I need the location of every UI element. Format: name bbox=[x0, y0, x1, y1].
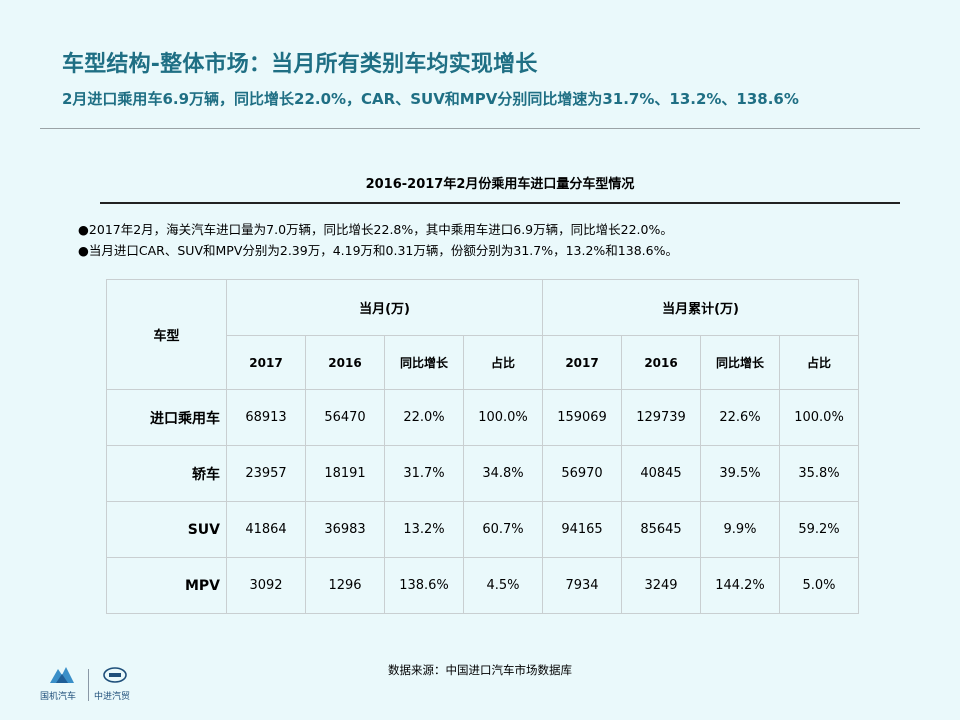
page-subtitle: 2月进口乘用车6.9万辆，同比增长22.0%，CAR、SUV和MPV分别同比增速… bbox=[62, 90, 799, 108]
data-source-note: 数据来源：中国进口汽车市场数据库 bbox=[388, 663, 572, 677]
summary-bullets: ●2017年2月，海关汽车进口量为7.0万辆，同比增长22.8%，其中乘用车进口… bbox=[78, 219, 678, 261]
logo-right-name: 中进汽贸 bbox=[94, 692, 131, 702]
row-label: 进口乘用车 bbox=[106, 389, 227, 446]
col-header: 同比增长 bbox=[700, 335, 781, 390]
table-cell: 13.2% bbox=[384, 501, 464, 558]
table-cell: 100.0% bbox=[779, 389, 860, 446]
col-header: 2016 bbox=[305, 335, 385, 390]
table-cell: 56970 bbox=[542, 445, 623, 502]
table-row: SUV 41864 36983 13.2% 60.7% 94165 85645 … bbox=[106, 501, 860, 558]
logo-left-name: 国机汽车 bbox=[40, 692, 77, 702]
table-cell: 159069 bbox=[542, 389, 623, 446]
corner-header: 车型 bbox=[106, 279, 227, 390]
logo-divider bbox=[88, 669, 89, 701]
table-cell: 100.0% bbox=[462, 389, 544, 446]
table-cell: 144.2% bbox=[700, 557, 781, 614]
caption-divider bbox=[100, 202, 900, 204]
table-cell: 56470 bbox=[305, 389, 385, 446]
table-cell: 60.7% bbox=[462, 501, 544, 558]
table-row: MPV 3092 1296 138.6% 4.5% 7934 3249 144.… bbox=[106, 557, 860, 614]
row-label: 轿车 bbox=[106, 445, 227, 502]
table-cell: 35.8% bbox=[779, 445, 860, 502]
table-cell: 3249 bbox=[621, 557, 702, 614]
col-header: 占比 bbox=[462, 335, 544, 390]
group-header-cumulative: 当月累计(万) bbox=[542, 279, 860, 336]
table-cell: 68913 bbox=[226, 389, 306, 446]
table-cell: 3092 bbox=[226, 557, 306, 614]
table-cell: 36983 bbox=[305, 501, 385, 558]
table-cell: 18191 bbox=[305, 445, 385, 502]
table-cell: 22.0% bbox=[384, 389, 464, 446]
table-row: 轿车 23957 18191 31.7% 34.8% 56970 40845 3… bbox=[106, 445, 860, 502]
table-cell: 39.5% bbox=[700, 445, 781, 502]
header-divider bbox=[40, 128, 920, 129]
mountain-logo-icon bbox=[50, 667, 74, 683]
table-cell: 138.6% bbox=[384, 557, 464, 614]
table-cell: 1296 bbox=[305, 557, 385, 614]
col-header: 占比 bbox=[779, 335, 860, 390]
col-header: 2016 bbox=[621, 335, 702, 390]
col-header: 2017 bbox=[226, 335, 306, 390]
table-cell: 4.5% bbox=[462, 557, 544, 614]
row-label: MPV bbox=[106, 557, 227, 614]
table-caption: 2016-2017年2月份乘用车进口量分车型情况 bbox=[365, 177, 635, 192]
table-row: 进口乘用车 68913 56470 22.0% 100.0% 159069 12… bbox=[106, 389, 860, 446]
bullet-item: ●2017年2月，海关汽车进口量为7.0万辆，同比增长22.8%，其中乘用车进口… bbox=[78, 222, 673, 237]
table-cell: 85645 bbox=[621, 501, 702, 558]
table-cell: 129739 bbox=[621, 389, 702, 446]
import-volume-table: 车型 当月(万) 当月累计(万) 2017 2016 同比增长 占比 2017 … bbox=[106, 279, 860, 614]
table-cell: 7934 bbox=[542, 557, 623, 614]
table-cell: 31.7% bbox=[384, 445, 464, 502]
col-header: 同比增长 bbox=[384, 335, 464, 390]
table-cell: 23957 bbox=[226, 445, 306, 502]
bullet-item: ●当月进口CAR、SUV和MPV分别为2.39万，4.19万和0.31万辆，份额… bbox=[78, 243, 678, 258]
table-cell: 41864 bbox=[226, 501, 306, 558]
cnieg-logo-icon bbox=[103, 667, 127, 683]
group-header-month: 当月(万) bbox=[225, 279, 544, 336]
table-cell: 9.9% bbox=[700, 501, 781, 558]
table-cell: 22.6% bbox=[700, 389, 781, 446]
col-header: 2017 bbox=[542, 335, 623, 390]
table-cell: 94165 bbox=[542, 501, 623, 558]
row-label: SUV bbox=[106, 501, 227, 558]
table-cell: 40845 bbox=[621, 445, 702, 502]
table-cell: 5.0% bbox=[779, 557, 860, 614]
page-title: 车型结构-整体市场：当月所有类别车均实现增长 bbox=[62, 52, 538, 77]
footer-logos: 国机汽车 中进汽贸 bbox=[40, 663, 150, 705]
table-cell: 34.8% bbox=[462, 445, 544, 502]
table-cell: 59.2% bbox=[779, 501, 860, 558]
